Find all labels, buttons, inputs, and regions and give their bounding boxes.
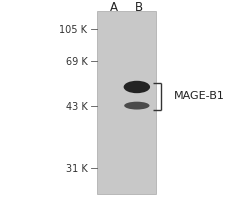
Text: 43 K: 43 K bbox=[65, 101, 87, 111]
Text: B: B bbox=[134, 1, 143, 14]
Text: A: A bbox=[109, 1, 117, 14]
Text: 105 K: 105 K bbox=[59, 25, 87, 35]
Text: MAGE-B1: MAGE-B1 bbox=[173, 91, 224, 101]
Text: 31 K: 31 K bbox=[65, 163, 87, 173]
Ellipse shape bbox=[123, 81, 149, 94]
Ellipse shape bbox=[124, 102, 149, 110]
FancyBboxPatch shape bbox=[96, 12, 156, 194]
Text: 69 K: 69 K bbox=[65, 57, 87, 67]
